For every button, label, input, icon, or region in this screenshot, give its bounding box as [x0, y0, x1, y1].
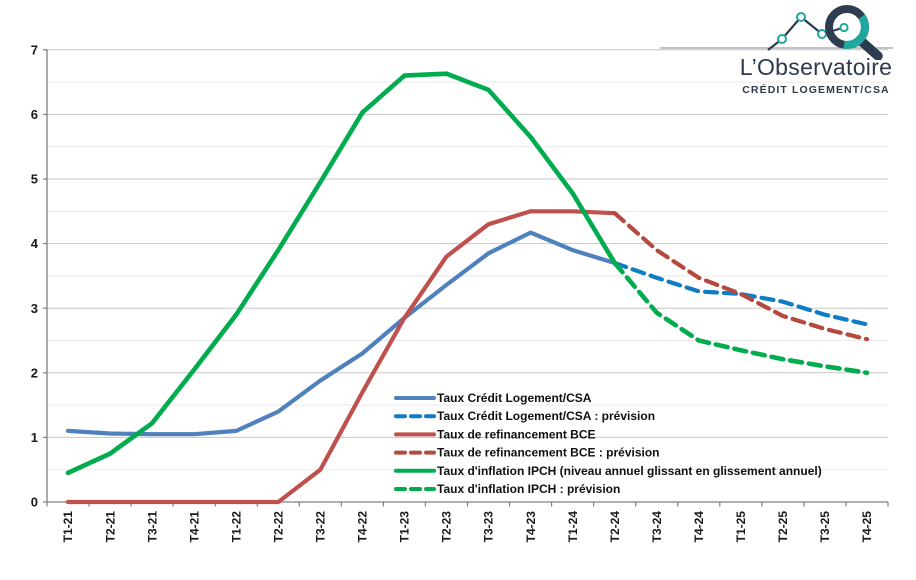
legend-item: Taux Crédit Logement/CSA	[394, 391, 592, 405]
legend-label: Taux d'inflation IPCH (niveau annuel gli…	[437, 464, 822, 478]
legend-item: Taux d'inflation IPCH : prévision	[394, 482, 620, 496]
logo-subtitle: CRÉDIT LOGEMENT/CSA	[742, 84, 890, 96]
legend-label: Taux d'inflation IPCH : prévision	[437, 482, 620, 496]
x-axis-labels: T1-21 T2-21 T3-21 T4-21 T1-22 T2-22 T3-22 T4-22…	[61, 511, 874, 543]
legend-item: Taux d'inflation IPCH (niveau annuel gli…	[394, 464, 822, 478]
legend-item: Taux de refinancement BCE	[394, 427, 595, 441]
y-tick-label: 1	[31, 430, 38, 445]
x-tick-label: T3-23	[482, 511, 496, 543]
series-line-0	[65, 230, 617, 437]
y-tick-label: 0	[31, 495, 38, 510]
x-tick-label: T4-25	[860, 511, 874, 543]
x-tick-label: T3-24	[650, 511, 664, 543]
x-tick-label: T1-21	[61, 511, 75, 543]
x-tick-label: T4-24	[692, 511, 706, 543]
y-tick-label: 3	[31, 301, 38, 316]
x-tick-label: T3-25	[818, 511, 832, 543]
x-tick-label: T3-22	[314, 511, 328, 543]
legend-item: Taux Crédit Logement/CSA : prévision	[394, 409, 655, 423]
x-tick-label: T4-21	[187, 511, 201, 543]
logo-title: L’Observatoire	[739, 54, 893, 80]
x-tick-label: T1-24	[566, 511, 580, 543]
observatoire-logo: L’Observatoire CRÉDIT LOGEMENT/CSA	[656, 0, 916, 115]
legend-item: Taux de refinancement BCE : prévision	[394, 446, 660, 460]
x-tick-label: T1-22	[229, 511, 243, 543]
x-tick-label: T2-24	[608, 511, 622, 543]
legend-label: Taux de refinancement BCE : prévision	[437, 446, 660, 460]
magnifier-icon	[825, 5, 883, 60]
x-tick-label: T2-21	[103, 511, 117, 543]
y-axis-labels: 0 1 2 3 4 5 6 7	[31, 42, 39, 509]
logo-graphic-icon	[660, 5, 893, 60]
y-tick-label: 5	[31, 172, 38, 187]
series-line-2	[65, 209, 617, 505]
series-line-3	[612, 211, 870, 342]
x-tick-label: T4-23	[524, 511, 538, 543]
series-line-1	[612, 260, 870, 327]
series-line-5	[612, 260, 870, 376]
y-tick-label: 7	[31, 42, 38, 57]
legend-label: Taux de refinancement BCE	[437, 427, 595, 441]
x-tick-label: T2-25	[776, 511, 790, 543]
y-tick-label: 2	[31, 365, 38, 380]
legend: Taux Crédit Logement/CSA Taux Crédit Loge…	[394, 391, 822, 496]
x-tick-label: T4-22	[356, 511, 370, 543]
x-tick-label: T1-23	[398, 511, 412, 543]
gridlines	[47, 49, 888, 471]
legend-label: Taux Crédit Logement/CSA : prévision	[437, 409, 655, 423]
series-line-4	[65, 71, 618, 476]
y-tick-label: 6	[31, 107, 38, 122]
x-tick-label: T2-23	[440, 511, 454, 543]
y-tick-label: 4	[31, 236, 39, 251]
legend-label: Taux Crédit Logement/CSA	[437, 391, 592, 405]
x-tick-label: T1-25	[734, 511, 748, 543]
x-tick-label: T2-22	[271, 511, 285, 543]
x-tick-label: T3-21	[145, 511, 159, 543]
